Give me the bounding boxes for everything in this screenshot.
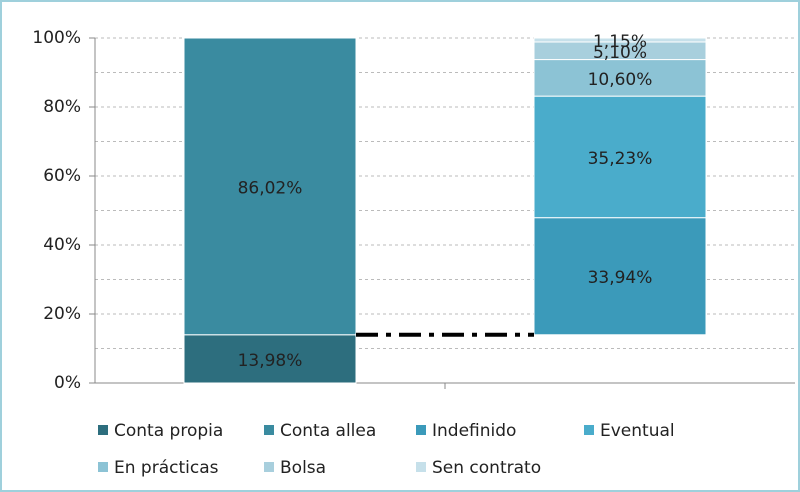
data-label: 33,94% <box>588 268 653 288</box>
bar-segment <box>533 59 707 97</box>
legend-label: Sen contrato <box>432 458 541 478</box>
y-tick-label: 0% <box>54 373 81 393</box>
y-tick-label: 100% <box>32 28 81 48</box>
y-tick-label: 20% <box>43 304 81 324</box>
legend-label: Indefinido <box>432 421 516 441</box>
legend-swatch <box>264 462 274 472</box>
data-label: 35,23% <box>588 149 653 169</box>
legend-label: Conta propia <box>114 421 223 441</box>
legend-label: En prácticas <box>114 458 219 478</box>
data-label: 10,60% <box>588 70 653 90</box>
legend-swatch <box>98 462 108 472</box>
legend-swatch <box>264 425 274 435</box>
bar-segment <box>183 37 357 336</box>
data-label: 13,98% <box>238 351 303 371</box>
y-tick-label: 40% <box>43 235 81 255</box>
data-label: 86,02% <box>238 178 303 198</box>
legend-label: Bolsa <box>280 458 326 478</box>
bar-segment <box>533 37 707 43</box>
bar-segment <box>533 217 707 336</box>
legend-swatch <box>416 425 426 435</box>
data-label: 5,10% <box>593 43 647 63</box>
y-tick-label: 80% <box>43 97 81 117</box>
legend-swatch <box>584 425 594 435</box>
legend-label: Conta allea <box>280 421 376 441</box>
y-tick-label: 60% <box>43 166 81 186</box>
data-label: 1,15% <box>593 32 647 52</box>
bar-segment <box>183 334 357 384</box>
legend-label: Eventual <box>600 421 675 441</box>
legend-swatch <box>98 425 108 435</box>
bar-segment <box>533 95 707 219</box>
legend-swatch <box>416 462 426 472</box>
